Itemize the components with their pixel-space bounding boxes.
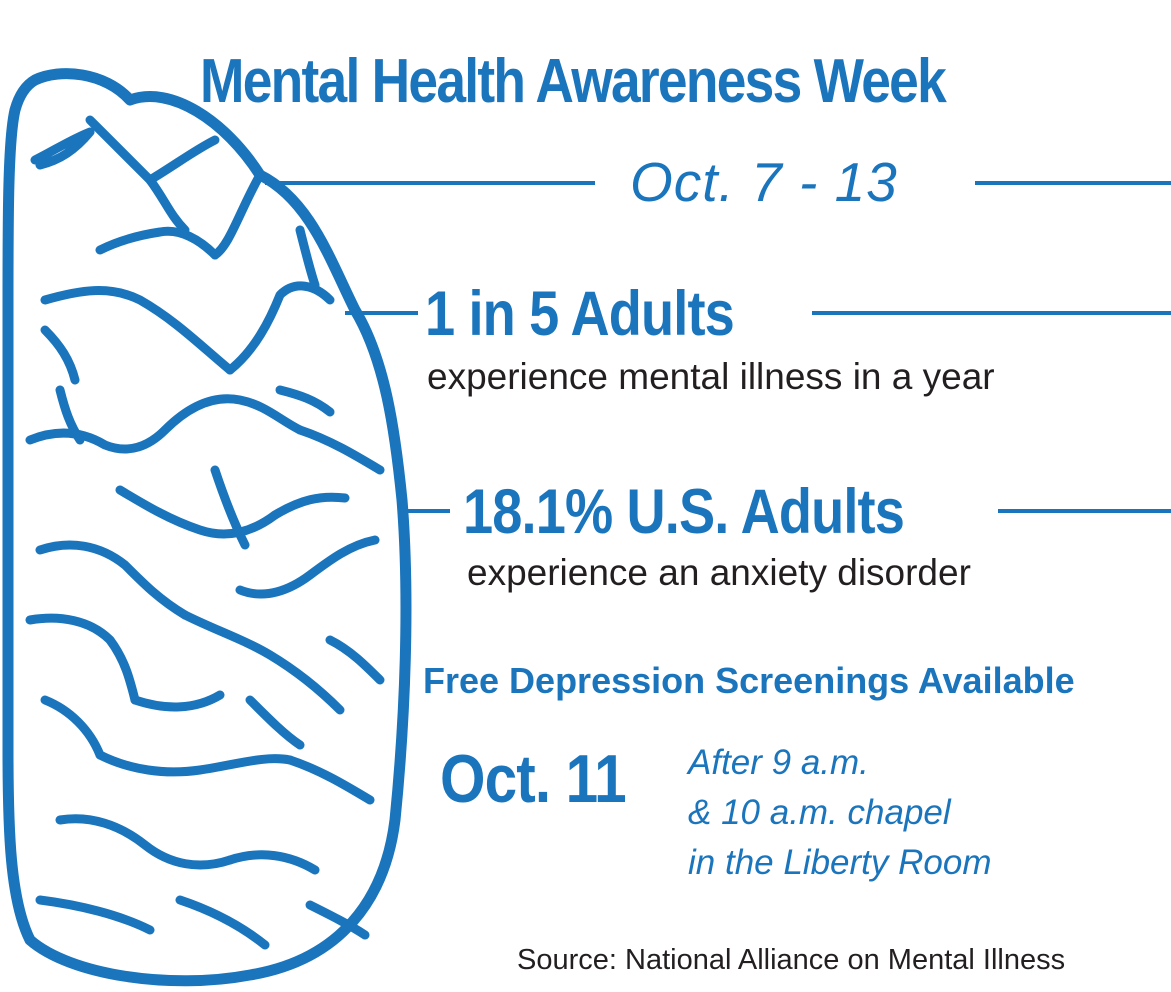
page-title: Mental Health Awareness Week [200, 46, 945, 117]
divider-line [812, 311, 1171, 315]
brain-icon [0, 0, 430, 992]
divider-line [998, 509, 1171, 513]
screening-date: Oct. 11 [440, 740, 626, 818]
stat-detail: experience an anxiety disorder [467, 552, 971, 594]
screening-title: Free Depression Screenings Available [423, 660, 1075, 702]
stat-headline: 1 in 5 Adults [425, 278, 734, 350]
divider-line [265, 181, 595, 185]
screening-detail: After 9 a.m. [688, 743, 869, 783]
stat-headline: 18.1% U.S. Adults [463, 476, 904, 548]
source-note: Source: National Alliance on Mental Illn… [517, 944, 1065, 977]
event-dates: Oct. 7 - 13 [630, 150, 898, 214]
screening-detail: in the Liberty Room [688, 843, 991, 883]
screening-detail: & 10 a.m. chapel [688, 793, 951, 833]
divider-line [975, 181, 1171, 185]
divider-line [400, 509, 450, 513]
stat-detail: experience mental illness in a year [427, 356, 995, 398]
divider-line [345, 311, 418, 315]
